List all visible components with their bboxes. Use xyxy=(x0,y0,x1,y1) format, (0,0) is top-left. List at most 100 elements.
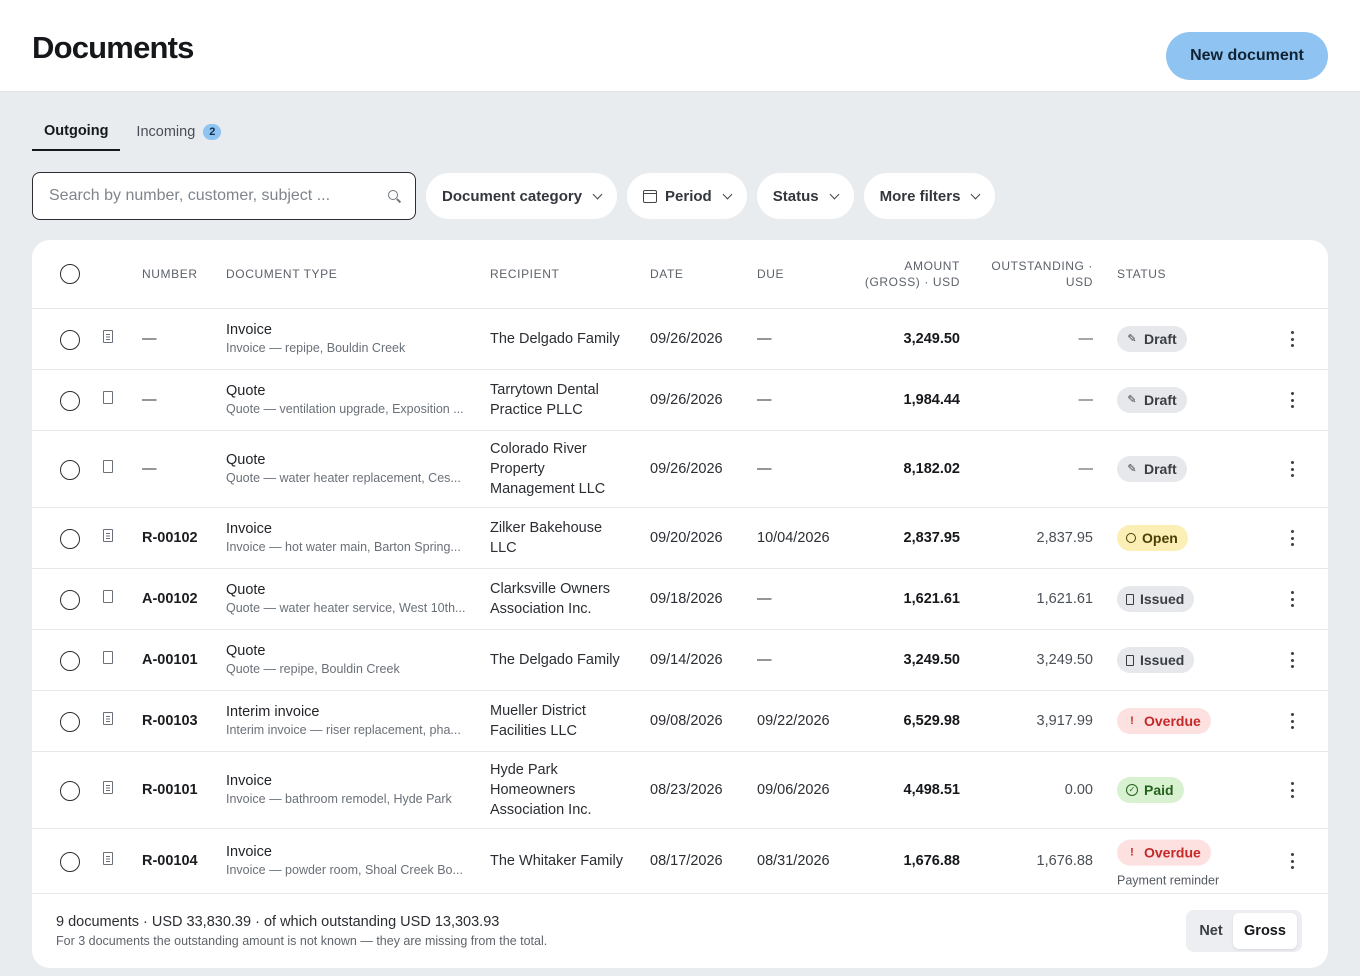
more-actions-icon[interactable] xyxy=(1290,530,1294,546)
document-type: Interim invoice Interim invoice — riser r… xyxy=(226,703,466,739)
outstanding-amount: — xyxy=(1078,392,1094,408)
tab-outgoing[interactable]: Outgoing xyxy=(32,112,121,151)
document-number[interactable]: — xyxy=(142,461,157,477)
outstanding-amount: 0.00 xyxy=(1064,782,1093,798)
period-filter[interactable]: Period xyxy=(627,173,747,219)
more-actions-icon[interactable] xyxy=(1290,331,1294,347)
status-badge: Issued xyxy=(1117,647,1195,673)
chevron-down-icon xyxy=(970,189,981,199)
due-date: — xyxy=(757,461,772,477)
row-checkbox[interactable] xyxy=(60,780,80,801)
table-row[interactable]: R-00103 Interim invoice Interim invoice — … xyxy=(32,691,1328,752)
more-actions-icon[interactable] xyxy=(1290,782,1294,798)
column-header-amount[interactable]: AMOUNT (GROSS) · USD xyxy=(865,258,960,290)
search-input[interactable] xyxy=(49,187,387,205)
recipient: Mueller District Facilities LLC xyxy=(490,701,586,741)
status-filter[interactable]: Status xyxy=(756,173,854,219)
document-icon xyxy=(1126,593,1134,605)
table-row[interactable]: — Quote Quote — water heater replacement, … xyxy=(32,431,1328,508)
due-date: — xyxy=(757,652,772,668)
document-type-title: Interim invoice xyxy=(226,704,320,720)
document-type-title: Quote xyxy=(226,582,266,598)
row-checkbox[interactable] xyxy=(60,528,80,549)
recipient: Colorado River Property Management LLC xyxy=(490,439,605,499)
period-label: Period xyxy=(665,187,712,205)
tab-incoming[interactable]: Incoming 2 xyxy=(124,112,233,151)
gross-toggle-option[interactable]: Gross xyxy=(1233,913,1297,949)
table-row[interactable]: R-00102 Invoice Invoice — hot water main, … xyxy=(32,508,1328,569)
column-header-due[interactable]: DUE xyxy=(757,267,785,281)
row-checkbox[interactable] xyxy=(60,711,80,732)
document-number[interactable]: A-00101 xyxy=(142,652,198,668)
document-type: Quote Quote — ventilation upgrade, Exposi… xyxy=(226,382,466,418)
recipient-line: Clarksville Owners xyxy=(490,581,611,597)
more-actions-icon[interactable] xyxy=(1290,652,1294,668)
table-row[interactable]: — Quote Quote — ventilation upgrade, Expos… xyxy=(32,370,1328,431)
document-category-filter[interactable]: Document category xyxy=(426,173,618,219)
status-label: Issued xyxy=(1140,652,1185,668)
status-cell: Open xyxy=(1117,525,1188,551)
table-row[interactable]: R-00104 Invoice Invoice — powder room, Sho… xyxy=(32,829,1328,894)
table-row[interactable]: — Invoice Invoice — repipe, Bouldin Creek T… xyxy=(32,309,1328,370)
column-header-outstanding-line2: USD xyxy=(1065,275,1093,289)
column-header-outstanding[interactable]: OUTSTANDING · USD xyxy=(991,258,1093,290)
outstanding-amount: 1,621.61 xyxy=(1036,591,1093,607)
row-checkbox[interactable] xyxy=(60,390,80,411)
status-label: Overdue xyxy=(1144,713,1201,729)
recipient: The Whitaker Family xyxy=(490,851,623,871)
search-icon[interactable] xyxy=(387,189,401,203)
recipient-line: Colorado River xyxy=(490,441,587,457)
select-all-checkbox[interactable] xyxy=(60,264,80,284)
filter-bar: Document category Period Status More fil… xyxy=(32,172,1005,220)
document-type-title: Invoice xyxy=(226,322,272,338)
more-actions-icon[interactable] xyxy=(1290,392,1294,408)
document-number[interactable]: — xyxy=(142,331,157,347)
document-number[interactable]: R-00102 xyxy=(142,530,198,546)
new-document-button[interactable]: New document xyxy=(1166,32,1328,80)
document-subject: Quote — water heater replacement, Ces... xyxy=(226,471,461,485)
more-actions-icon[interactable] xyxy=(1290,713,1294,729)
document-subject: Invoice — hot water main, Barton Spring.… xyxy=(226,540,461,554)
outstanding-amount: 3,249.50 xyxy=(1036,652,1093,668)
row-checkbox[interactable] xyxy=(60,589,80,610)
column-header-status[interactable]: STATUS xyxy=(1117,267,1167,281)
status-label: Paid xyxy=(1144,782,1174,798)
invoice-doc-icon xyxy=(103,329,113,343)
quote-doc-icon xyxy=(103,390,113,404)
amount-gross: 1,676.88 xyxy=(903,853,960,869)
column-header-recipient[interactable]: RECIPIENT xyxy=(490,267,560,281)
more-actions-icon[interactable] xyxy=(1290,591,1294,607)
net-toggle-option[interactable]: Net xyxy=(1199,923,1223,939)
chevron-down-icon xyxy=(722,189,733,199)
document-number[interactable]: R-00101 xyxy=(142,782,198,798)
outstanding-note: For 3 documents the outstanding amount i… xyxy=(56,934,548,948)
more-filters-button[interactable]: More filters xyxy=(863,173,996,219)
document-number[interactable]: R-00104 xyxy=(142,853,198,869)
more-actions-icon[interactable] xyxy=(1290,461,1294,477)
amount-gross: 4,498.51 xyxy=(903,782,960,798)
top-bar: Documents New document xyxy=(0,0,1360,92)
column-header-number[interactable]: NUMBER xyxy=(142,267,198,281)
row-checkbox[interactable] xyxy=(60,459,80,480)
document-subject: Invoice — powder room, Shoal Creek Bo... xyxy=(226,863,463,877)
document-category-label: Document category xyxy=(442,187,583,205)
row-checkbox[interactable] xyxy=(60,329,80,350)
document-number[interactable]: R-00103 xyxy=(142,713,198,729)
document-number[interactable]: — xyxy=(142,392,157,408)
status-badge: ✎ Draft xyxy=(1117,456,1187,482)
table-row[interactable]: A-00101 Quote Quote — repipe, Bouldin Cree… xyxy=(32,630,1328,691)
column-header-document-type[interactable]: DOCUMENT TYPE xyxy=(226,267,338,281)
row-checkbox[interactable] xyxy=(60,650,80,671)
table-row[interactable]: R-00101 Invoice Invoice — bathroom remodel… xyxy=(32,752,1328,829)
status-label: Draft xyxy=(1144,392,1177,408)
document-number[interactable]: A-00102 xyxy=(142,591,198,607)
recipient-line: LLC xyxy=(490,540,517,556)
table-row[interactable]: A-00102 Quote Quote — water heater service… xyxy=(32,569,1328,630)
status-cell: Issued xyxy=(1117,586,1195,612)
outstanding-amount: 2,837.95 xyxy=(1036,530,1093,546)
row-checkbox[interactable] xyxy=(60,851,80,872)
check-circle-icon: ✓ xyxy=(1126,784,1138,796)
column-header-date[interactable]: DATE xyxy=(650,267,684,281)
more-actions-icon[interactable] xyxy=(1290,853,1294,869)
status-badge: Open xyxy=(1117,525,1188,551)
